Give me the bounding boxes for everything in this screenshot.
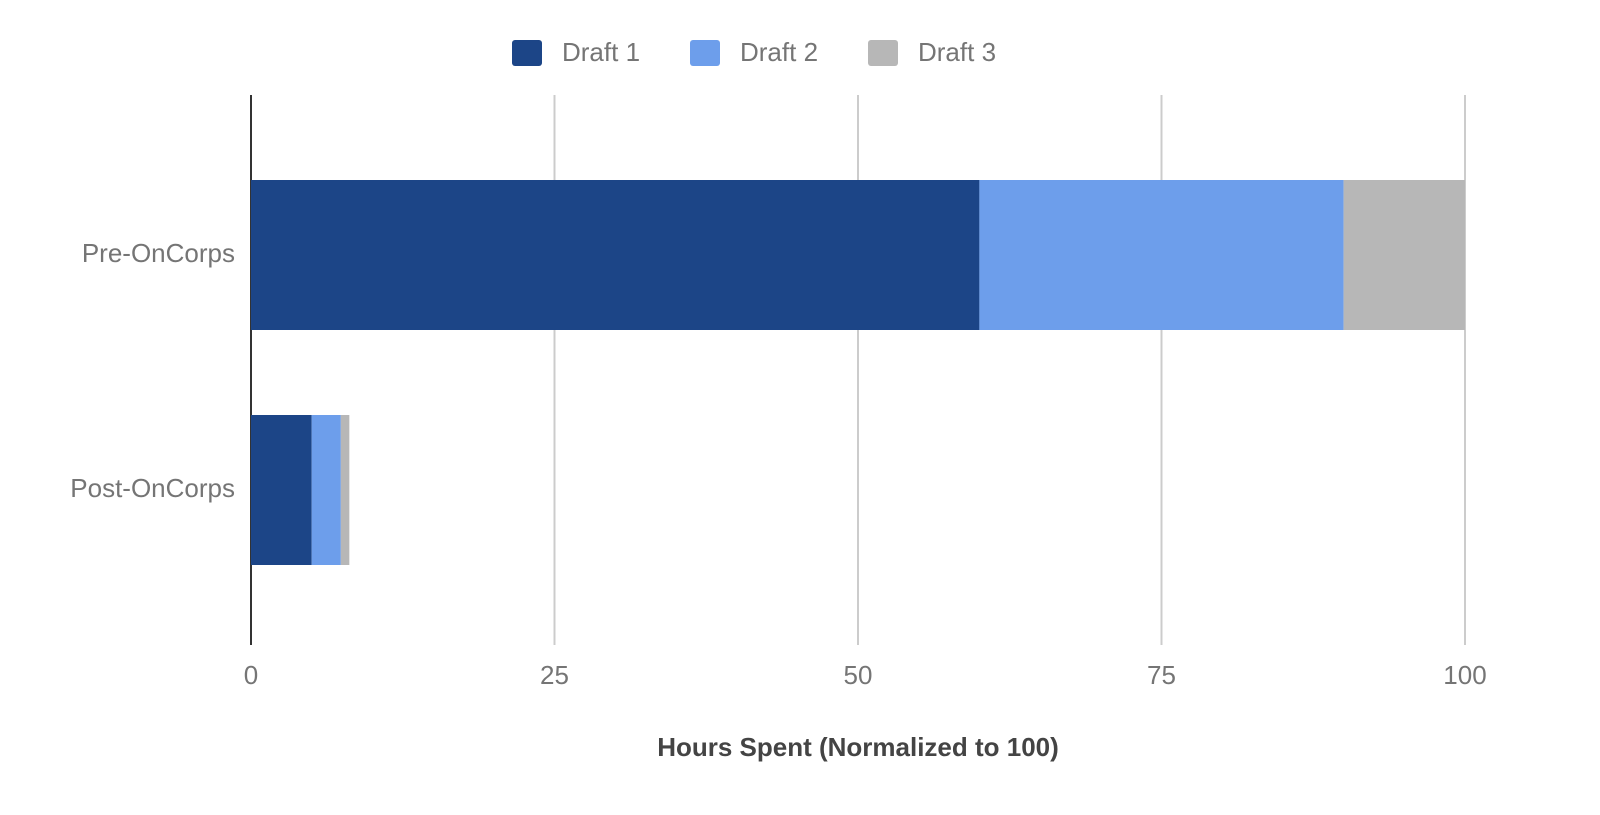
y-tick-label: Post-OnCorps	[70, 473, 235, 503]
bar-segment	[340, 415, 350, 565]
legend-swatch	[868, 40, 898, 66]
x-tick-label: 75	[1147, 660, 1176, 690]
bar-segment	[979, 180, 1344, 330]
bar-segment	[1343, 180, 1465, 330]
x-tick-label: 100	[1443, 660, 1486, 690]
x-tick-label: 25	[540, 660, 569, 690]
legend-swatch	[690, 40, 720, 66]
bar-segment	[251, 180, 980, 330]
bar-segment	[251, 415, 312, 565]
x-tick-label: 50	[844, 660, 873, 690]
legend-label: Draft 2	[740, 37, 818, 67]
x-tick-label: 0	[244, 660, 258, 690]
bar-segment	[311, 415, 341, 565]
y-tick-label: Pre-OnCorps	[82, 238, 235, 268]
legend-label: Draft 3	[918, 37, 996, 67]
legend-swatch	[512, 40, 542, 66]
x-axis-title: Hours Spent (Normalized to 100)	[657, 732, 1059, 762]
legend-label: Draft 1	[562, 37, 640, 67]
